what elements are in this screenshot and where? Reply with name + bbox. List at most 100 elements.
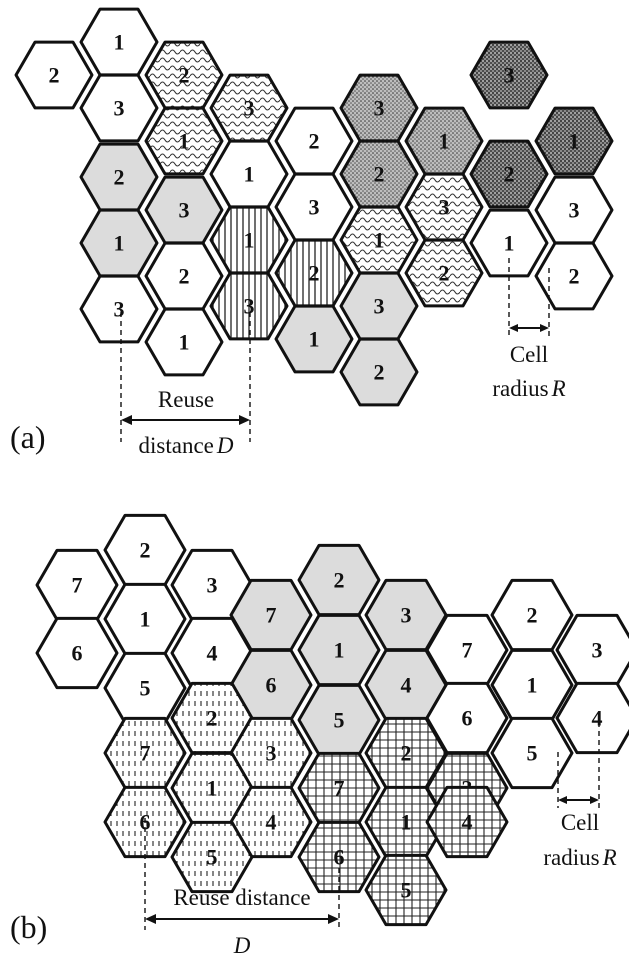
hex-cell-shape <box>35 616 119 690</box>
hex-cell-number: 6 <box>72 641 83 666</box>
hex-cell-number: 1 <box>334 638 345 663</box>
hex-cell: 6 <box>297 820 381 894</box>
hex-cell: 3 <box>209 271 289 341</box>
hex-cell-shape <box>339 205 419 275</box>
hex-cell-number: 1 <box>309 327 320 352</box>
hex-cell-number: 3 <box>244 294 255 319</box>
hex-cell: 5 <box>364 853 448 927</box>
hex-cell-number: 3 <box>207 573 218 598</box>
hex-cell-number: 1 <box>140 607 151 632</box>
hex-cell-number: 3 <box>309 195 320 220</box>
panel-a-label: (a) <box>10 419 46 455</box>
panel-b-cell-radius-annotation: Cell radius R <box>543 722 617 870</box>
hex-cell: 1 <box>209 139 289 209</box>
hex-cell-shape <box>490 716 574 790</box>
hex-cell-number: 5 <box>207 845 218 870</box>
hex-cell: 5 <box>490 716 574 790</box>
hex-cell-number: 1 <box>114 231 125 256</box>
hex-cell: 6 <box>425 681 509 755</box>
hex-cell: 2 <box>534 241 614 311</box>
hex-cell: 4 <box>555 681 629 755</box>
hex-cell-number: 5 <box>334 708 345 733</box>
hex-cell-shape <box>425 785 509 859</box>
hex-cell: 1 <box>144 106 224 176</box>
hex-cell-number: 1 <box>439 129 450 154</box>
hex-cell-shape <box>364 853 448 927</box>
hex-cell: 4 <box>425 785 509 859</box>
hex-cell-number: 2 <box>49 63 60 88</box>
hex-cell: 2 <box>103 513 187 587</box>
hex-cell-number: 2 <box>179 264 190 289</box>
hex-cell-number: 6 <box>266 673 277 698</box>
hex-cell: 1 <box>144 307 224 377</box>
hex-cell: 2 <box>144 40 224 110</box>
hex-cell-shape <box>534 175 614 245</box>
hex-cell: 3 <box>209 73 289 143</box>
hex-cell: 2 <box>297 543 381 617</box>
cell-radius-label-line1: Cell <box>510 342 548 367</box>
reuse-distance-arrowhead-right <box>239 415 250 425</box>
hex-cell-shape <box>79 73 159 143</box>
hex-cell-number: 3 <box>114 96 125 121</box>
hex-cell-number: 6 <box>462 706 473 731</box>
hex-cell-shape <box>555 681 629 755</box>
hex-cell-number: 7 <box>334 776 345 801</box>
hex-cell-number: 1 <box>179 330 190 355</box>
hex-cell: 3 <box>534 175 614 245</box>
hex-cell-number: 2 <box>504 162 515 187</box>
reuse-distance-label-line2: distance D <box>139 433 234 458</box>
hex-cell-shape <box>469 208 549 278</box>
hex-cell: 1 <box>79 7 159 77</box>
hex-cell-number: 2 <box>140 538 151 563</box>
hex-cell-number: 1 <box>244 162 255 187</box>
hex-cell: 1 <box>469 208 549 278</box>
hex-cell: 1 <box>404 106 484 176</box>
hex-cell: 6 <box>35 616 119 690</box>
hex-cell-number: 2 <box>179 63 190 88</box>
hex-cell: 5 <box>170 820 254 894</box>
hex-cell-number: 2 <box>374 162 385 187</box>
hex-cell: 1 <box>490 648 574 722</box>
hex-cell-number: 1 <box>504 231 515 256</box>
hex-cell-shape <box>469 139 549 209</box>
hex-cell-number: 1 <box>569 129 580 154</box>
cell-radius-label-line1: Cell <box>561 810 599 835</box>
cell-radius-arrowhead-right <box>590 796 599 804</box>
hex-cell-number: 4 <box>401 673 412 698</box>
reuse-distance-arrowhead-left <box>121 415 132 425</box>
panel-b-seven-cell-reuse: 27316452731645273164527316457261534 Reus… <box>10 513 629 958</box>
hex-cell-number: 2 <box>527 603 538 628</box>
hex-cell-number: 2 <box>207 706 218 731</box>
reuse-distance-symbol: D <box>233 933 251 958</box>
hex-cell: 3 <box>79 274 159 344</box>
hex-cell: 1 <box>339 205 419 275</box>
hex-cell: 3 <box>469 40 549 110</box>
hex-cell-number: 2 <box>309 261 320 286</box>
hex-cell: 1 <box>274 304 354 374</box>
hex-cell-number: 3 <box>244 96 255 121</box>
hex-cell: 5 <box>297 683 381 757</box>
hex-cell-shape <box>404 238 484 308</box>
hex-cell-shape <box>339 337 419 407</box>
hex-cell: 1 <box>209 205 289 275</box>
hex-cell-shape <box>170 820 254 894</box>
reuse-distance-arrowhead-right <box>328 914 339 924</box>
hex-cell-number: 4 <box>266 810 277 835</box>
hex-cell-number: 3 <box>374 96 385 121</box>
cell-radius-label-line2: radius R <box>492 376 565 401</box>
hex-cell: 1 <box>103 582 187 656</box>
hex-cell-number: 2 <box>334 568 345 593</box>
cell-radius-arrowhead-right <box>540 324 549 332</box>
hex-cell-number: 3 <box>266 741 277 766</box>
hex-cell-number: 3 <box>401 603 412 628</box>
panel-a-cell-radius-annotation: Cell radius R <box>492 258 566 401</box>
hex-cell-number: 3 <box>569 198 580 223</box>
panel-a-hex-cells: 2 1 3 2 1 3 2 3 1 2 3 1 1 2 3 1 3 2 3 1 2 3 2 1 1 3 2 3 2 1 1 3 2 <box>14 7 614 407</box>
hex-cell-number: 2 <box>114 165 125 190</box>
hex-cell-number: 1 <box>527 673 538 698</box>
hex-cell: 2 <box>79 142 159 212</box>
hex-cell-number: 2 <box>374 360 385 385</box>
hex-cell-number: 3 <box>439 195 450 220</box>
hex-cell: 2 <box>14 40 94 110</box>
